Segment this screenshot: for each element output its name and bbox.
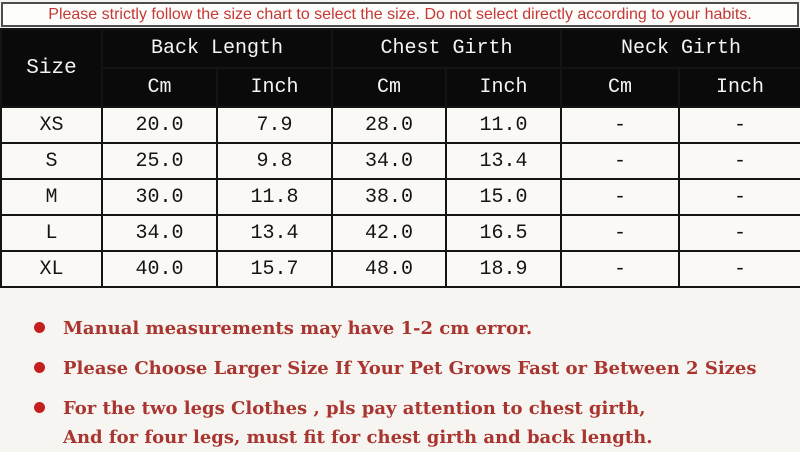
size-label: XS — [0, 106, 103, 144]
note-line: Manual measurements may have 1-2 cm erro… — [63, 318, 533, 339]
warning-banner: Please strictly follow the size chart to… — [1, 2, 799, 27]
header-chest-cm: Cm — [331, 67, 447, 108]
table-row-l: L 34.0 13.4 42.0 16.5 - - — [0, 214, 800, 252]
cell-value: - — [560, 250, 680, 288]
header-neck-inch: Inch — [678, 67, 800, 108]
size-label: L — [0, 214, 103, 252]
cell-value: 15.0 — [445, 178, 562, 216]
cell-value: - — [678, 178, 800, 216]
cell-value: 18.9 — [445, 250, 562, 288]
note-choose-larger: Please Choose Larger Size If Your Pet Gr… — [34, 354, 800, 383]
note-measurement-error: Manual measurements may have 1-2 cm erro… — [34, 314, 800, 343]
cell-value: - — [678, 106, 800, 144]
table-row-m: M 30.0 11.8 38.0 15.0 - - — [0, 178, 800, 216]
cell-value: - — [678, 250, 800, 288]
cell-value: 20.0 — [101, 106, 218, 144]
bullet-icon — [34, 362, 45, 373]
cell-value: 34.0 — [101, 214, 218, 252]
header-chest-girth: Chest Girth — [331, 28, 562, 69]
cell-value: 38.0 — [331, 178, 447, 216]
header-back-inch: Inch — [216, 67, 333, 108]
header-back-cm: Cm — [101, 67, 218, 108]
cell-value: 42.0 — [331, 214, 447, 252]
cell-value: 11.8 — [216, 178, 333, 216]
cell-value: 30.0 — [101, 178, 218, 216]
table-row-xl: XL 40.0 15.7 48.0 18.9 - - — [0, 250, 800, 288]
cell-value: - — [560, 214, 680, 252]
bullet-icon — [34, 402, 45, 413]
cell-value: 11.0 — [445, 106, 562, 144]
cell-value: 48.0 — [331, 250, 447, 288]
size-label: M — [0, 178, 103, 216]
note-line: Please Choose Larger Size If Your Pet Gr… — [63, 358, 757, 379]
notes-section: Manual measurements may have 1-2 cm erro… — [0, 314, 800, 452]
size-chart-header: Size Back Length Chest Girth Neck Girth … — [0, 28, 800, 108]
cell-value: - — [678, 142, 800, 180]
bullet-icon — [34, 322, 45, 333]
size-label: S — [0, 142, 103, 180]
cell-value: 40.0 — [101, 250, 218, 288]
size-label: XL — [0, 250, 103, 288]
note-line: And for four legs, must fit for chest gi… — [63, 427, 653, 448]
cell-value: 25.0 — [101, 142, 218, 180]
warning-banner-text: Please strictly follow the size chart to… — [48, 6, 752, 23]
cell-value: 7.9 — [216, 106, 333, 144]
note-legs-fit: For the two legs Clothes , pls pay atten… — [34, 394, 800, 452]
table-row-xs: XS 20.0 7.9 28.0 11.0 - - — [0, 106, 800, 144]
cell-value: - — [560, 178, 680, 216]
cell-value: 16.5 — [445, 214, 562, 252]
header-size: Size — [0, 28, 103, 108]
cell-value: 34.0 — [331, 142, 447, 180]
cell-value: - — [678, 214, 800, 252]
size-chart-table: Size Back Length Chest Girth Neck Girth … — [0, 28, 800, 288]
cell-value: 15.7 — [216, 250, 333, 288]
cell-value: - — [560, 106, 680, 144]
cell-value: 13.4 — [445, 142, 562, 180]
header-chest-inch: Inch — [445, 67, 562, 108]
header-neck-cm: Cm — [560, 67, 680, 108]
table-row-s: S 25.0 9.8 34.0 13.4 - - — [0, 142, 800, 180]
cell-value: - — [560, 142, 680, 180]
cell-value: 13.4 — [216, 214, 333, 252]
header-back-length: Back Length — [101, 28, 333, 69]
cell-value: 28.0 — [331, 106, 447, 144]
header-neck-girth: Neck Girth — [560, 28, 800, 69]
note-line: For the two legs Clothes , pls pay atten… — [63, 398, 646, 419]
cell-value: 9.8 — [216, 142, 333, 180]
